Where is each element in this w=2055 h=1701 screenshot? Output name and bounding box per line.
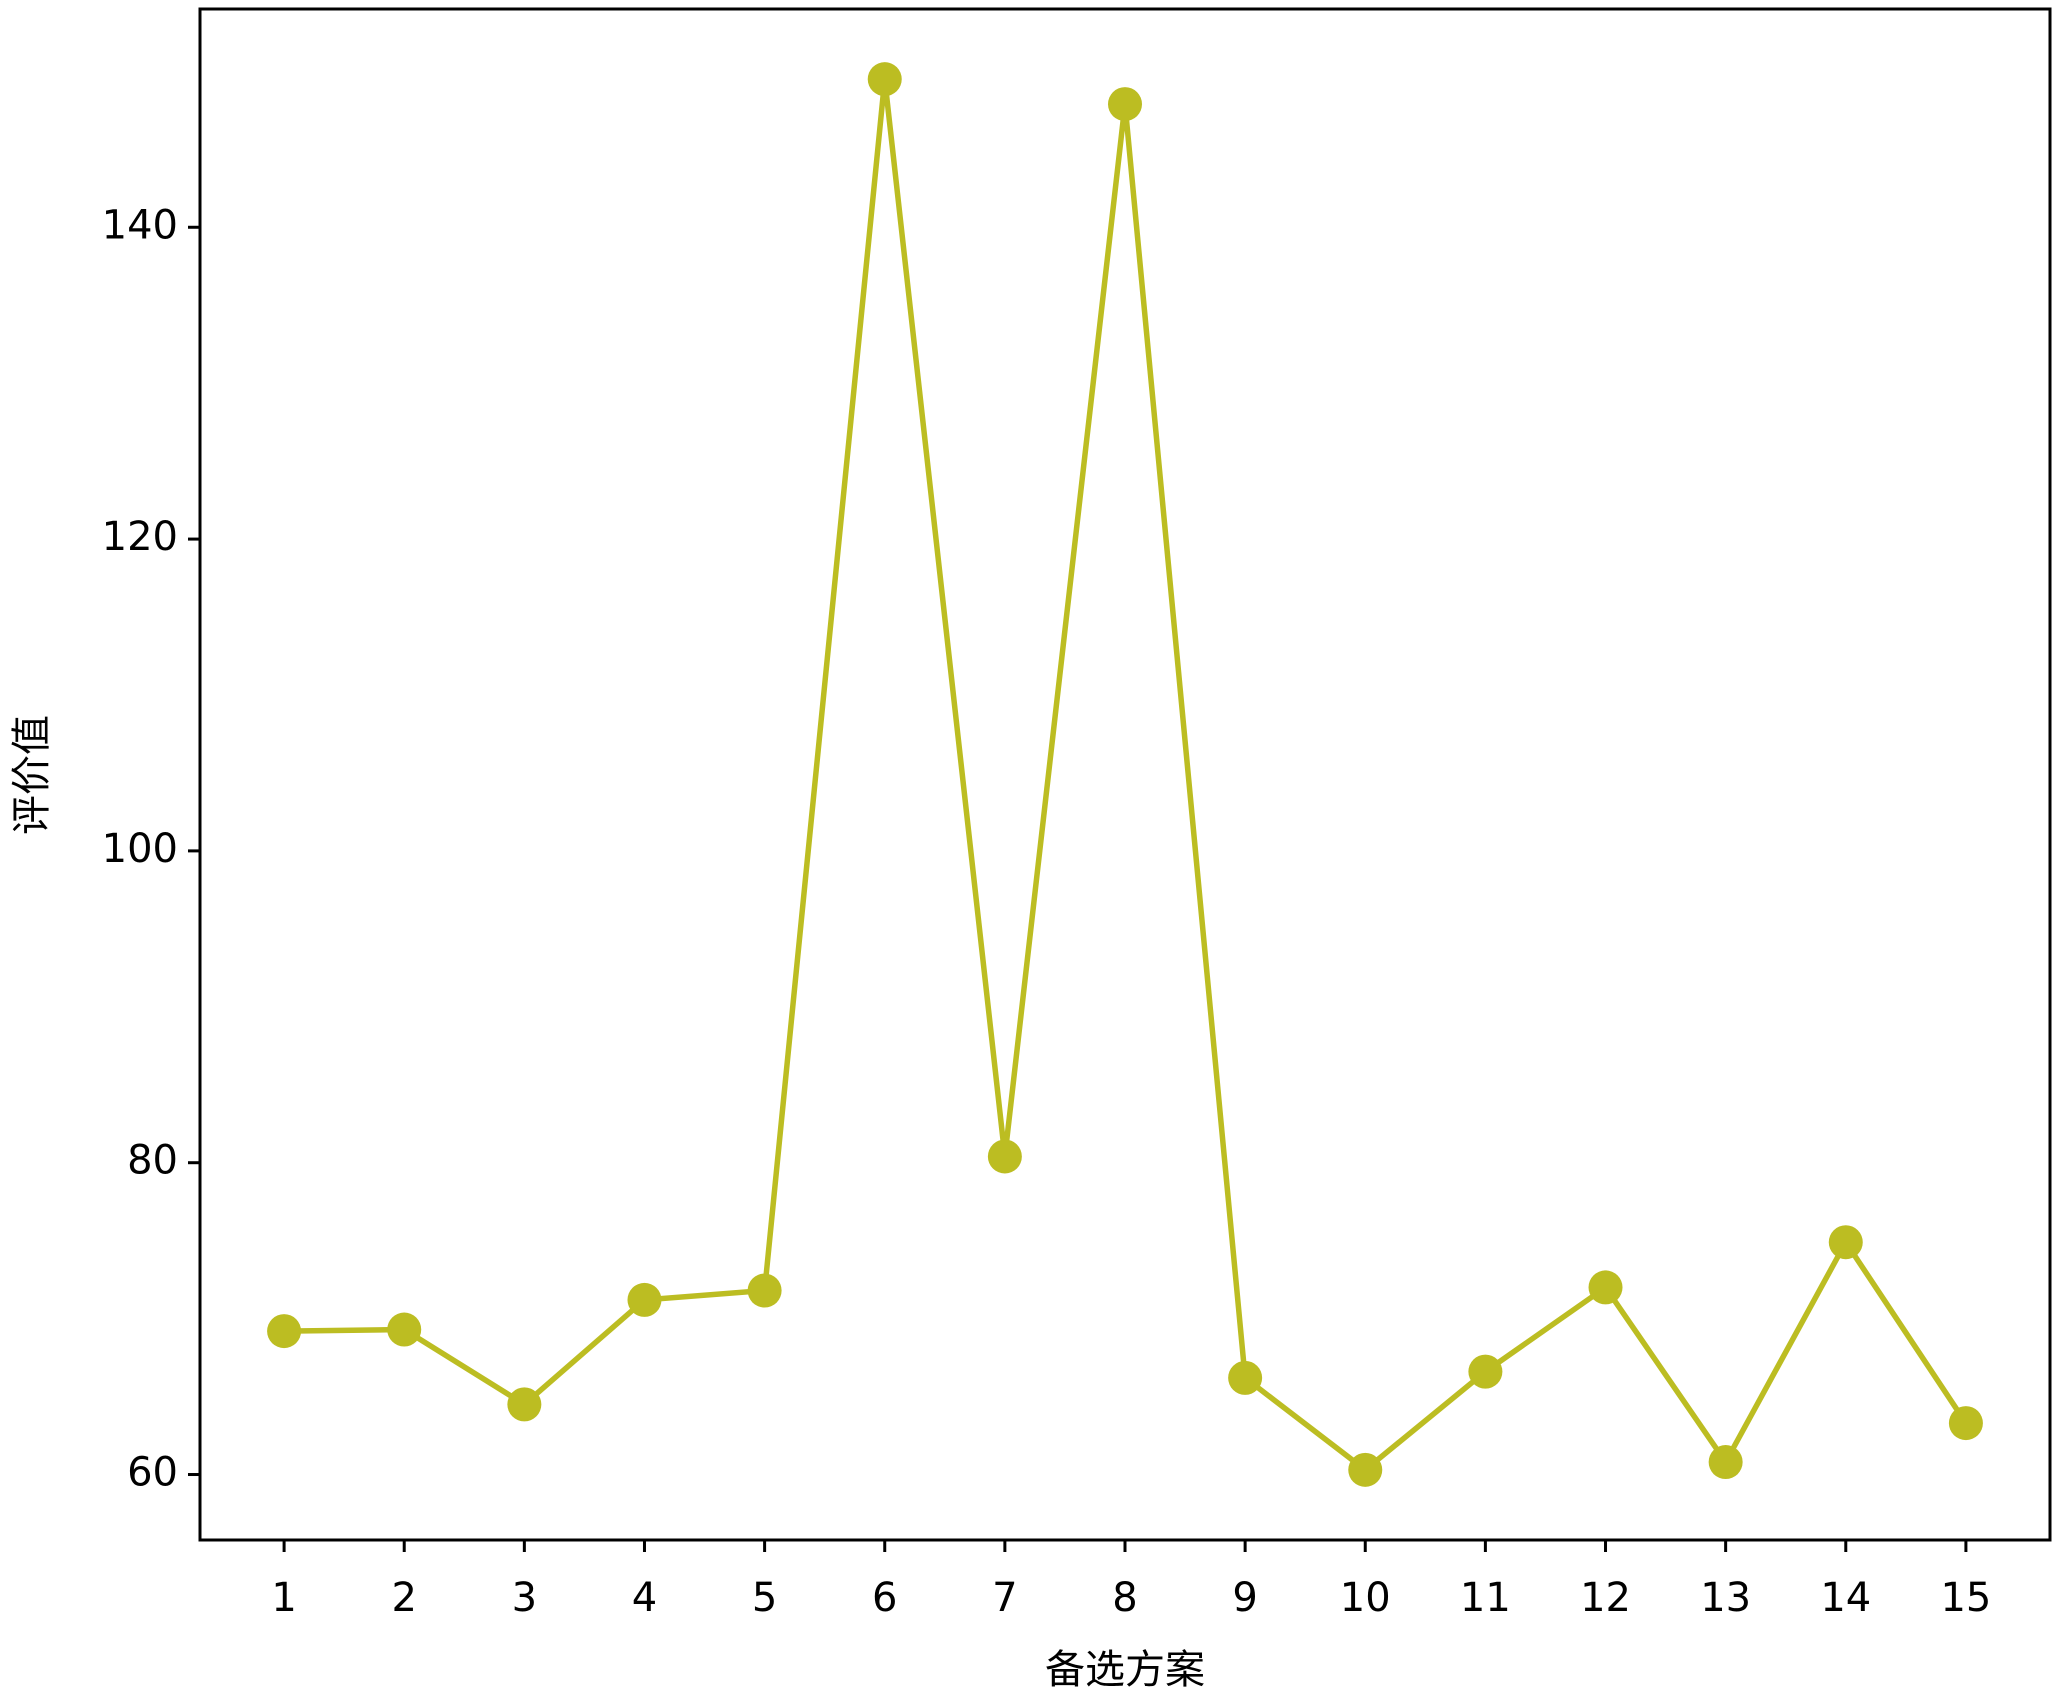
y-tick-label: 60 xyxy=(127,1450,178,1496)
point xyxy=(1588,1270,1623,1305)
point xyxy=(1228,1360,1263,1395)
y-tick-label: 80 xyxy=(127,1138,178,1184)
x-tick-label: 15 xyxy=(1940,1575,1991,1621)
y-tick-label: 140 xyxy=(102,202,178,248)
point xyxy=(987,1139,1022,1174)
x-tick-label: 3 xyxy=(512,1575,537,1621)
point xyxy=(1468,1354,1503,1389)
point xyxy=(1948,1406,1983,1441)
point xyxy=(1348,1452,1383,1487)
x-tick-label: 6 xyxy=(872,1575,897,1621)
x-tick-label: 13 xyxy=(1700,1575,1751,1621)
y-axis-label: 评价值 xyxy=(9,715,55,835)
point xyxy=(1108,87,1142,122)
y-tick-label: 120 xyxy=(102,514,178,560)
point xyxy=(867,62,902,97)
x-tick-label: 8 xyxy=(1112,1575,1137,1621)
point xyxy=(1708,1445,1743,1480)
point xyxy=(1828,1225,1863,1260)
x-tick-label: 12 xyxy=(1580,1575,1631,1621)
plot-frame xyxy=(198,7,2052,1542)
point xyxy=(387,1312,422,1347)
x-tick-label: 2 xyxy=(391,1575,416,1621)
point xyxy=(267,1314,302,1349)
point xyxy=(507,1387,542,1422)
line xyxy=(284,78,1969,1474)
x-tick-label: 7 xyxy=(992,1575,1017,1621)
point xyxy=(627,1282,662,1317)
point xyxy=(747,1273,782,1308)
x-tick-label: 14 xyxy=(1820,1575,1871,1621)
x-axis-label: 备选方案 xyxy=(1045,1647,1205,1693)
y-tick-label: 100 xyxy=(102,826,178,872)
x-tick-label: 4 xyxy=(632,1575,657,1621)
x-tick-label: 11 xyxy=(1460,1575,1511,1621)
x-tick-label: 9 xyxy=(1232,1575,1257,1621)
x-tick-label: 1 xyxy=(271,1575,296,1621)
x-tick-label: 10 xyxy=(1340,1575,1391,1621)
x-tick-label: 5 xyxy=(752,1575,777,1621)
